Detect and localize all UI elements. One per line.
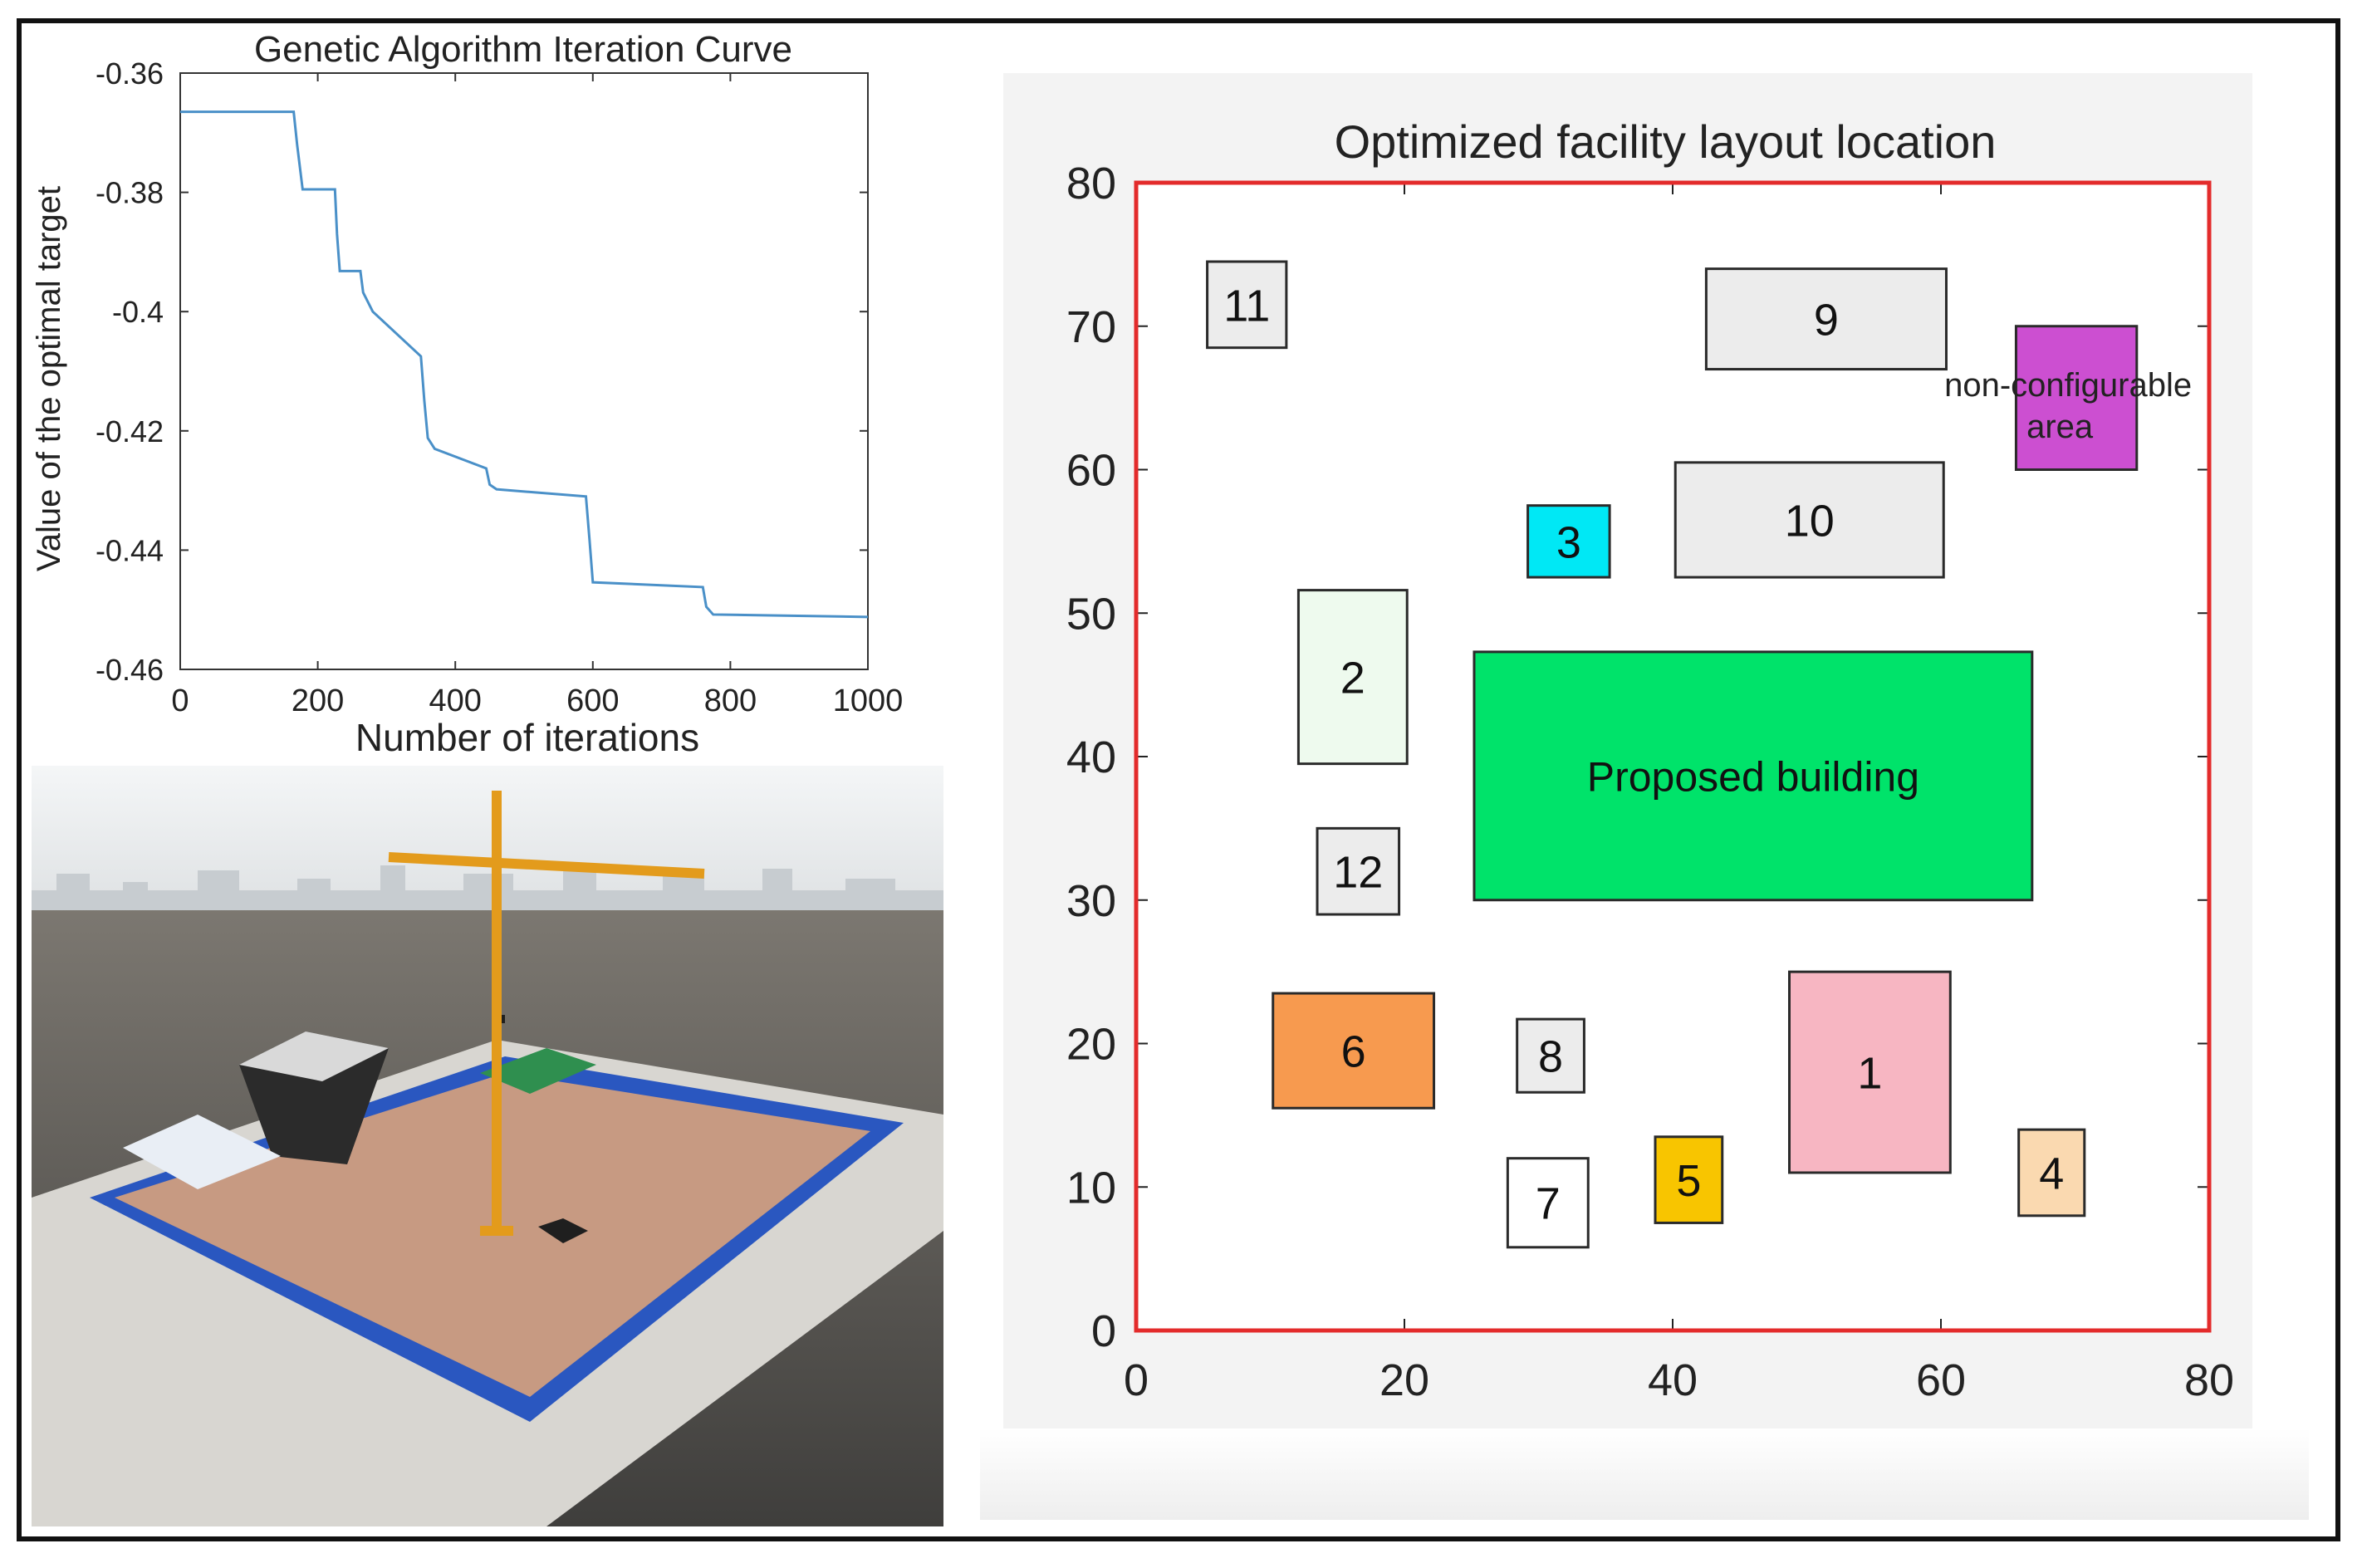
layout-x-tick-label: 40 <box>1648 1355 1698 1405</box>
layout-y-tick-label: 50 <box>1066 589 1116 639</box>
layout-y-tick-label: 10 <box>1066 1163 1116 1213</box>
facility-label: 2 <box>1340 654 1365 703</box>
curve-axes-box <box>179 72 869 670</box>
skyline <box>32 864 943 910</box>
curve-x-tick-label: 800 <box>704 684 757 718</box>
facility-label: Proposed building <box>1587 753 1919 800</box>
facility-label: 7 <box>1536 1179 1561 1229</box>
facility-label-line2: area <box>2026 409 2094 445</box>
facility-rect-9 <box>1516 1017 1585 1094</box>
facility-label: 4 <box>2039 1149 2064 1198</box>
curve-y-tick-label: -0.46 <box>96 653 164 687</box>
curve-ylabel: Value of the optimal target <box>31 186 67 571</box>
layout-y-tick-label: 20 <box>1066 1020 1116 1070</box>
construction-site-render <box>32 766 943 1526</box>
facility-label: 11 <box>1223 281 1270 331</box>
curve-y-tick-label: -0.4 <box>112 295 164 329</box>
curve-y-tick-label: -0.38 <box>96 176 164 210</box>
facility-rect-11 <box>1654 1135 1724 1224</box>
facility-label: 10 <box>1785 496 1835 546</box>
curve-x-tick-label: 1000 <box>833 684 904 718</box>
facility-label: 8 <box>1538 1032 1563 1082</box>
layout-x-tick-label: 20 <box>1379 1355 1429 1405</box>
facility-label: 9 <box>1814 296 1839 345</box>
facility-label: 12 <box>1333 848 1383 898</box>
facility-rect-13 <box>1506 1157 1590 1249</box>
iteration-curve-chart: Genetic Algorithm Iteration Curve Number… <box>31 29 904 759</box>
curve-y-tick-label: -0.44 <box>96 533 164 567</box>
facility-label: 3 <box>1556 517 1581 567</box>
facility-rect-6 <box>1473 650 2034 902</box>
layout-x-tick-label: 0 <box>1124 1355 1149 1405</box>
layout-y-tick-label: 30 <box>1066 876 1116 926</box>
layout-x-tick-label: 80 <box>2184 1355 2234 1405</box>
facility-rect-10 <box>1788 970 1952 1174</box>
layout-y-tick-label: 60 <box>1066 446 1116 496</box>
facility-rect-2 <box>2014 325 2139 471</box>
facility-rect-3 <box>1673 461 1945 579</box>
facility-rect-8 <box>1272 992 1436 1110</box>
facility-rect-1 <box>1704 267 1948 371</box>
curve-xlabel: Number of iterations <box>355 716 699 759</box>
layout-y-tick-label: 0 <box>1091 1306 1116 1356</box>
curve-x-tick-label: 600 <box>566 684 619 718</box>
curve-title: Genetic Algorithm Iteration Curve <box>254 29 792 70</box>
facility-rect-0 <box>1206 260 1288 350</box>
facility-label: non-configurable <box>1944 367 2192 404</box>
layout-site-boundary <box>1134 180 2212 1333</box>
facility-rect-4 <box>1526 504 1611 579</box>
facility-label: 5 <box>1676 1156 1701 1206</box>
tower-crane <box>388 791 705 1236</box>
curve-y-tick-label: -0.42 <box>96 414 164 448</box>
facility-rect-7 <box>1316 826 1401 916</box>
facility-label: 1 <box>1857 1048 1882 1098</box>
facility-rect-12 <box>2017 1128 2086 1218</box>
layout-y-tick-label: 70 <box>1066 302 1116 352</box>
curve-y-tick-label: -0.36 <box>96 56 164 91</box>
facility-label: 6 <box>1341 1027 1366 1077</box>
layout-y-tick-label: 80 <box>1066 159 1116 208</box>
panel-shadow <box>980 1428 2309 1520</box>
facility-rect-5 <box>1296 589 1409 766</box>
curve-x-tick-label: 200 <box>292 684 344 718</box>
curve-x-tick-label: 400 <box>429 684 481 718</box>
layout-x-tick-label: 60 <box>1916 1355 1966 1405</box>
site-illustration <box>32 766 943 1526</box>
layout-y-tick-label: 40 <box>1066 733 1116 782</box>
curve-series-line <box>180 110 869 619</box>
layout-title: Optimized facility layout location <box>1335 115 1997 168</box>
curve-x-tick-label: 0 <box>171 684 189 718</box>
